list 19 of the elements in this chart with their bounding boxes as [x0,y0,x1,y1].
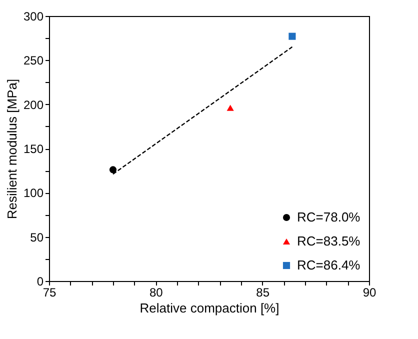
y-tick-label: 0 [36,274,44,288]
x-axis-title: Relative compaction [%] [140,300,280,316]
y-axis-title: Resilient modulus [MPa] [4,78,20,220]
legend-label: RC=86.4% [297,258,361,272]
y-tick-label: 200 [23,98,44,112]
legend-label: RC=78.0% [297,210,361,224]
x-tick-label: 90 [362,286,376,300]
legend-label: RC=83.5% [297,234,361,248]
y-tick-label: 100 [23,186,44,200]
x-tick-label: 80 [149,286,164,300]
y-tick-label: 250 [23,54,44,68]
point [226,104,234,111]
x-tick-label: 75 [42,286,56,300]
point [288,32,296,40]
y-tick-label: 300 [23,10,44,24]
point [109,166,117,174]
y-tick-label: 50 [30,230,44,244]
y-tick-label: 150 [23,142,44,156]
x-tick-label: 85 [256,286,270,300]
